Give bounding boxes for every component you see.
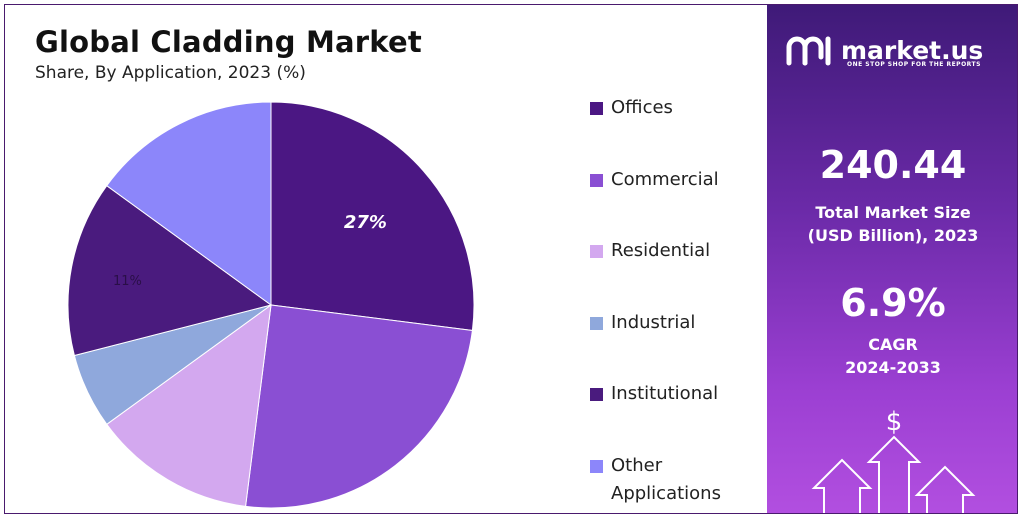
market-size-label-line2: (USD Billion), 2023 xyxy=(807,226,979,245)
legend-item-institutional: Institutional xyxy=(590,383,718,408)
legend-label-offices: Offices xyxy=(611,97,673,118)
brand-name: market.us xyxy=(841,35,984,65)
market-size-label: Total Market Size (USD Billion), 2023 xyxy=(767,201,1017,247)
cagr-label-line2: 2024-2033 xyxy=(845,358,941,377)
legend-swatch-other-applications xyxy=(590,460,603,473)
market-size-label-line1: Total Market Size xyxy=(815,203,971,222)
data-label-offices: 27% xyxy=(344,212,387,233)
dollar-icon: $ xyxy=(886,407,903,437)
pie-slice-other-applications xyxy=(106,101,272,306)
legend-item-other-applications: Other Applications xyxy=(590,455,740,508)
cagr-value: 6.9% xyxy=(840,281,946,325)
data-label-institutional: 11% xyxy=(113,274,142,289)
legend-swatch-commercial xyxy=(590,174,603,187)
cagr-label-line1: CAGR xyxy=(868,335,918,354)
pie-chart: 27% 11% xyxy=(67,101,475,509)
pie-slice-residential xyxy=(106,303,272,507)
market-us-logo-icon xyxy=(786,36,831,66)
legend-label-residential: Residential xyxy=(611,240,711,261)
legend-swatch-offices xyxy=(590,102,603,115)
summary-panel: market.us ONE STOP SHOP FOR THE REPORTS … xyxy=(767,5,1017,513)
pie-slice-institutional xyxy=(67,184,273,357)
cagr-label: CAGR 2024-2033 xyxy=(767,333,1017,379)
legend-label-industrial: Industrial xyxy=(611,312,696,333)
chart-title: Global Cladding Market xyxy=(35,25,422,59)
infographic-frame: Global Cladding Market Share, By Applica… xyxy=(4,4,1018,514)
legend-label-institutional: Institutional xyxy=(611,383,719,404)
legend-swatch-residential xyxy=(590,245,603,258)
legend-item-industrial: Industrial xyxy=(590,312,695,337)
legend-item-offices: Offices xyxy=(590,97,673,122)
brand-tagline: ONE STOP SHOP FOR THE REPORTS xyxy=(847,61,981,68)
legend-item-commercial: Commercial xyxy=(590,169,719,194)
pie-slice-offices xyxy=(270,101,475,332)
chart-subtitle: Share, By Application, 2023 (%) xyxy=(35,63,306,83)
legend-swatch-institutional xyxy=(590,388,603,401)
market-size-value: 240.44 xyxy=(819,143,967,187)
legend-label-commercial: Commercial xyxy=(611,169,719,190)
legend-label-other-applications: Other Applications xyxy=(611,455,721,504)
pie-slice-commercial xyxy=(244,304,473,509)
brand-logo: market.us xyxy=(785,33,983,67)
growth-arrows-icon: $ xyxy=(811,407,976,513)
legend-item-residential: Residential xyxy=(590,240,710,265)
legend-swatch-industrial xyxy=(590,317,603,330)
